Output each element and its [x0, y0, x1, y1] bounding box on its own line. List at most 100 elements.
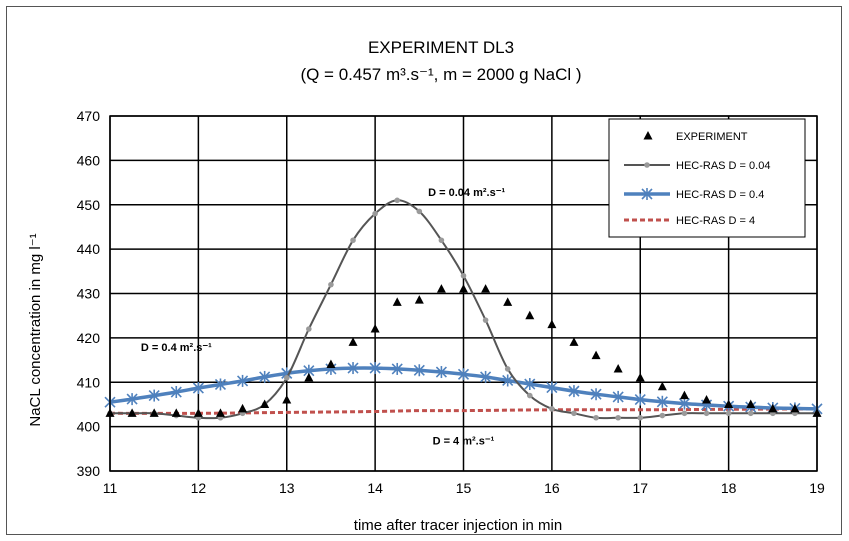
x-tick-label: 14: [367, 480, 383, 496]
data-point: [747, 410, 754, 417]
data-point: [593, 414, 599, 421]
data-point: [459, 284, 468, 293]
chart-subtitle: (Q = 0.457 m³.s⁻¹, m = 2000 g NaCl ): [300, 65, 581, 84]
data-point: [328, 281, 334, 288]
y-tick-label: 440: [77, 241, 101, 257]
data-point: [282, 395, 292, 404]
data-point: [392, 297, 402, 306]
data-point: [703, 410, 710, 417]
data-point: [192, 382, 204, 395]
data-point: [394, 197, 401, 204]
data-point: [460, 272, 467, 279]
legend-box: [608, 118, 806, 238]
x-tick-labels: 11 12 13 14 15 16 17 18 19: [103, 480, 825, 496]
data-point: [568, 385, 580, 398]
data-point: [236, 374, 249, 387]
legend-item: EXPERIMENT: [643, 131, 748, 143]
data-point: [657, 381, 667, 391]
data-point: [480, 370, 492, 383]
data-point: [524, 378, 536, 391]
data-point: [679, 390, 689, 400]
data-point: [724, 399, 734, 408]
data-point: [260, 399, 270, 408]
chart-title: EXPERIMENT DL3: [368, 38, 514, 57]
x-tick-label: 11: [103, 480, 118, 496]
data-point: [391, 362, 403, 375]
data-point: [306, 326, 312, 332]
data-point: [613, 363, 623, 373]
y-tick-label: 390: [77, 463, 101, 479]
data-point: [214, 378, 227, 391]
data-point: [326, 359, 336, 368]
legend-label: HEC-RAS D = 0.04: [676, 160, 770, 172]
data-point: [370, 324, 380, 333]
y-tick-labels: 390 400 410 420 430 440 450 460 470: [77, 108, 101, 479]
x-tick-label: 13: [279, 480, 295, 496]
data-point: [126, 393, 138, 406]
data-point: [193, 408, 203, 417]
data-point: [725, 410, 732, 417]
data-point: [590, 388, 602, 401]
legend-item: HEC-RAS D = 0.4: [624, 188, 764, 201]
data-point: [457, 368, 470, 381]
y-tick-label: 450: [77, 197, 101, 213]
data-point: [170, 386, 182, 399]
data-point: [591, 350, 601, 360]
x-tick-label: 17: [632, 480, 648, 496]
data-point: [702, 395, 712, 404]
data-point: [416, 208, 423, 215]
plot-border: [109, 115, 818, 472]
x-tick-label: 12: [191, 480, 207, 496]
data-point: [127, 408, 137, 417]
y-tick-label: 410: [77, 374, 101, 390]
data-point: [547, 319, 557, 329]
legend-label: HEC-RAS D = 0.4: [676, 189, 764, 201]
annotations: D = 0.04 m².s⁻¹ D = 0.4 m².s⁻¹ D = 4 m².s⁻…: [141, 187, 506, 448]
data-point: [283, 375, 290, 381]
data-point: [350, 237, 356, 244]
data-point: [238, 403, 248, 413]
data-point: [571, 410, 577, 417]
data-point: [347, 362, 359, 375]
data-point: [171, 408, 181, 417]
data-point: [482, 317, 489, 323]
annotation-label: D = 4 m².s⁻¹: [433, 435, 495, 447]
data-point: [413, 364, 425, 377]
data-point: [637, 414, 644, 421]
data-point: [746, 399, 756, 408]
data-point: [526, 392, 533, 399]
data-point: [369, 362, 381, 375]
data-point: [149, 408, 159, 417]
chart-frame: [6, 6, 842, 535]
data-point: [681, 410, 688, 417]
y-tick-label: 470: [77, 108, 101, 124]
legend-marker: [644, 162, 650, 168]
data-point: [435, 366, 447, 379]
series-3: [109, 407, 818, 415]
x-axis-label: time after tracer injection in min: [354, 517, 562, 534]
data-point: [414, 295, 424, 304]
data-point: [148, 389, 160, 402]
data-point: [635, 372, 645, 382]
x-tick-label: 15: [456, 480, 472, 496]
legend-item: HEC-RAS D = 4: [624, 215, 755, 227]
data-point: [504, 366, 511, 372]
annotation-label: D = 0.04 m².s⁻¹: [428, 187, 505, 199]
data-point: [546, 381, 558, 394]
data-point: [503, 297, 513, 306]
data-point: [549, 406, 555, 412]
legend-marker: [643, 131, 653, 140]
data-point: [438, 237, 445, 244]
data-point: [659, 412, 666, 419]
data-point: [502, 374, 514, 387]
data-point: [372, 210, 378, 217]
data-point: [436, 284, 446, 293]
y-tick-label: 400: [77, 419, 101, 435]
legend-label: HEC-RAS D = 4: [676, 215, 755, 227]
y-tick-label: 460: [77, 152, 101, 168]
x-tick-label: 16: [544, 480, 560, 496]
legend-marker: [641, 188, 653, 200]
x-tick-label: 19: [809, 480, 825, 496]
data-point: [304, 372, 314, 382]
